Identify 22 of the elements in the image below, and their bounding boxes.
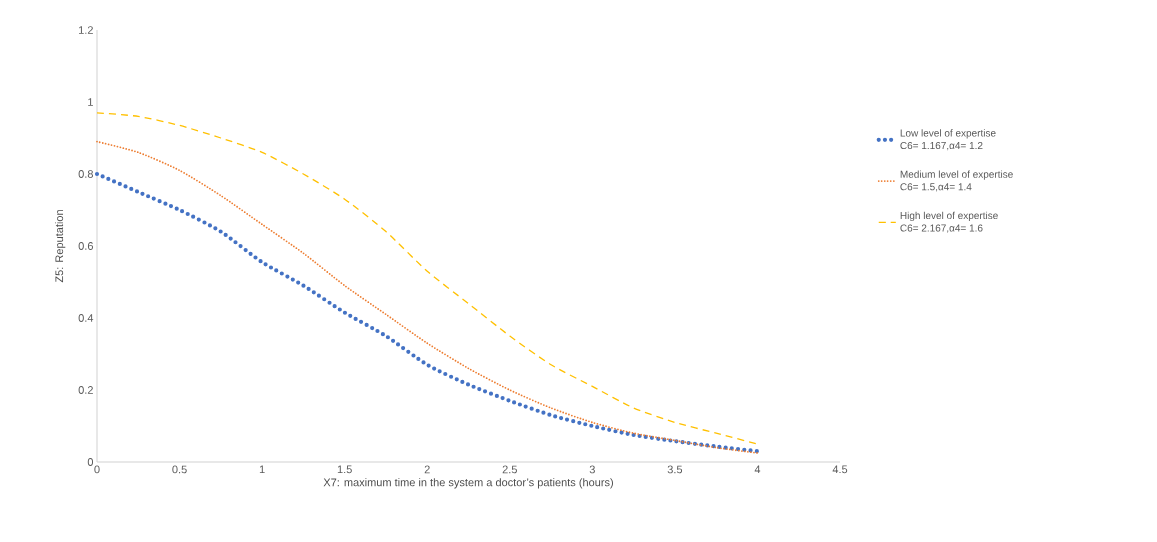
legend-label: High level of expertise C6= 2.167,α4= 1.6 xyxy=(900,211,998,233)
y-tick-label: 0 xyxy=(87,458,94,466)
y-tick-label: 0.6 xyxy=(78,242,93,250)
y-tick-label: 0.4 xyxy=(78,314,94,322)
y-tick-label: 1.2 xyxy=(79,26,93,34)
y-tick-label: 0.2 xyxy=(78,386,93,394)
x-tick-label: 0 xyxy=(94,465,100,474)
y-axis-title: Z5: Reputation xyxy=(55,210,66,283)
x-tick-label: 3 xyxy=(589,465,595,474)
x-tick-label: 4.5 xyxy=(832,465,848,474)
x-tick-label: 0.5 xyxy=(172,465,187,474)
x-axis-title: X7: maximum time in the system a doctor’s patients (hours) xyxy=(323,478,613,489)
x-tick-label: 4 xyxy=(754,465,761,474)
x-tick-label: 1.5 xyxy=(337,465,352,474)
legend-label: Medium level of expertise C6= 1.5,α4= 1.4 xyxy=(900,170,1013,192)
x-tick-label: 2 xyxy=(424,465,430,474)
x-tick-label: 2.5 xyxy=(502,465,517,474)
x-tick-label: 1 xyxy=(259,465,265,474)
y-tick-label: 0.8 xyxy=(78,170,93,178)
legend-label: Low level of expertise C6= 1.167,α4= 1.2 xyxy=(900,129,996,151)
y-tick-label: 1 xyxy=(88,98,93,106)
x-tick-label: 3.5 xyxy=(667,465,683,474)
